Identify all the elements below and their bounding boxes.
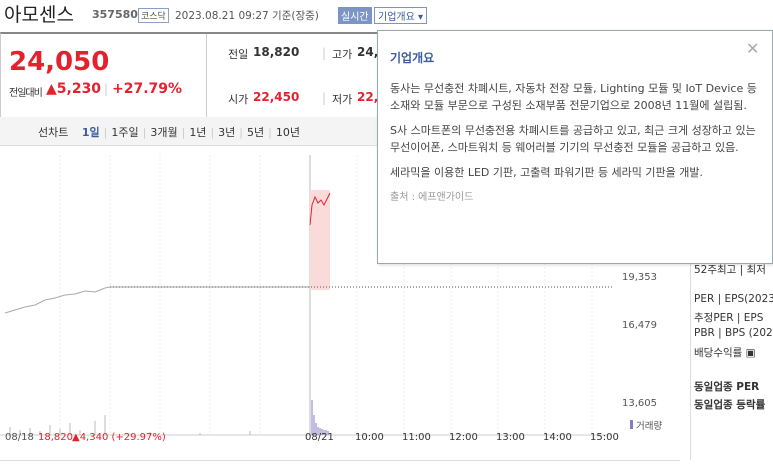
- field-value: 22,450: [253, 90, 300, 104]
- x-tick-label: 08/21: [305, 432, 334, 443]
- side-item: 동일업종 등락률: [694, 399, 766, 411]
- field-label: 저가: [332, 93, 353, 106]
- x-tick-label: 10:00: [355, 432, 384, 443]
- period-tab[interactable]: 3년: [218, 126, 236, 139]
- prev-date: 08/18: [5, 432, 34, 443]
- realtime-badge: 실시간: [338, 7, 372, 24]
- side-item: PBR | BPS (202: [694, 327, 773, 339]
- side-item: 52주최고 | 최저: [694, 264, 766, 276]
- volume-legend-icon: [630, 420, 633, 429]
- separator: |: [181, 126, 186, 139]
- market-badge: 코스닥: [138, 8, 169, 23]
- field-label: 전일: [228, 48, 249, 61]
- popup-title: 기업개요: [390, 51, 435, 65]
- footer-line: [0, 460, 680, 461]
- x-tick-label: 11:00: [402, 432, 431, 443]
- field-label: 시가: [228, 93, 249, 106]
- side-item: 추정PER | EPS: [694, 312, 764, 324]
- side-item: PER | EPS(2023: [694, 293, 773, 305]
- popup-paragraph: 동사는 무선충전 차폐시트, 자동차 전장 모듈, Lighting 모듈 및 …: [390, 82, 757, 112]
- field-value: 24,: [357, 45, 379, 59]
- prev-close: 18,820: [38, 432, 73, 443]
- prev-change: ▲4,340 (+29.97%): [72, 432, 166, 443]
- change-label: 전일대비: [9, 88, 43, 99]
- period-tab[interactable]: 1일: [81, 126, 100, 139]
- tab-bar: [0, 117, 377, 146]
- separator: |: [142, 126, 147, 139]
- change-pct: +27.79%: [112, 81, 183, 97]
- grid: [59, 155, 593, 435]
- y-tick-label: 16,479: [622, 320, 657, 331]
- x-tick-label: 12:00: [449, 432, 478, 443]
- separator: |: [104, 82, 109, 96]
- chart-type: 선차트: [38, 126, 69, 139]
- overview-button[interactable]: 기업개요 ▾: [374, 7, 428, 24]
- period-tab[interactable]: 10년: [275, 126, 300, 139]
- separator: |: [239, 126, 243, 139]
- period-tab[interactable]: 5년: [247, 126, 265, 139]
- popup-body: 동사는 무선충전 차폐시트, 자동차 전장 모듈, Lighting 모듈 및 …: [378, 80, 772, 181]
- y-tick-label: 13,605: [622, 398, 657, 409]
- separator: |: [103, 126, 108, 139]
- timestamp: 2023.08.21 09:27 기준(장중): [175, 10, 319, 22]
- y-tick-label: 19,353: [622, 272, 657, 283]
- popup-source: 출처 : 에프앤가이드: [390, 192, 474, 203]
- tab-list: 선차트 1일 | 1주일 | 3개월 | 1년 | 3년 | 5년 | 10년: [38, 124, 304, 140]
- period-tab[interactable]: 1주일: [111, 126, 139, 139]
- price-line: [309, 192, 331, 226]
- field-label: 고가: [332, 48, 353, 61]
- side-divider: [690, 260, 691, 460]
- separator: |: [210, 126, 215, 139]
- volume-bars-prev: [9, 415, 251, 435]
- field-value: 22,: [357, 90, 379, 104]
- overview-button-label: 기업개요: [378, 12, 415, 23]
- chart: [0, 155, 612, 436]
- side-item: 배당수익률 ▣: [694, 347, 756, 359]
- stock-code: 357580: [92, 8, 138, 21]
- x-tick-label: 15:00: [590, 432, 619, 443]
- x-tick-label: 13:00: [496, 432, 525, 443]
- field-value: 18,820: [253, 45, 300, 59]
- price-line-prev: [4, 286, 310, 314]
- price-highlight: [310, 190, 330, 290]
- change: ▲5,230: [46, 81, 102, 97]
- popup-paragraph: 세라믹을 이용한 LED 기판, 고출력 파워기판 등 세라믹 기판을 개발.: [390, 166, 704, 179]
- x-tick-label: 14:00: [543, 432, 572, 443]
- period-tab[interactable]: 3개월: [150, 126, 178, 139]
- separator: |: [322, 91, 327, 105]
- period-tab[interactable]: 1년: [189, 126, 207, 139]
- company-name: 아모센스: [4, 4, 74, 26]
- separator: |: [268, 126, 272, 139]
- side-item: 동일업종 PER: [694, 381, 760, 393]
- volume-legend: 거래량: [636, 421, 663, 432]
- overview-popup: 기업개요 ✕ 동사는 무선충전 차폐시트, 자동차 전장 모듈, Lightin…: [377, 30, 773, 264]
- current-price: 24,050: [9, 47, 110, 77]
- popup-paragraph: S사 스마트폰의 무선충전용 차폐시트를 공급하고 있고, 최근 크게 성장하고…: [390, 124, 756, 154]
- separator: |: [322, 46, 327, 60]
- volume-bars: [311, 400, 329, 435]
- close-button[interactable]: ✕: [746, 39, 760, 58]
